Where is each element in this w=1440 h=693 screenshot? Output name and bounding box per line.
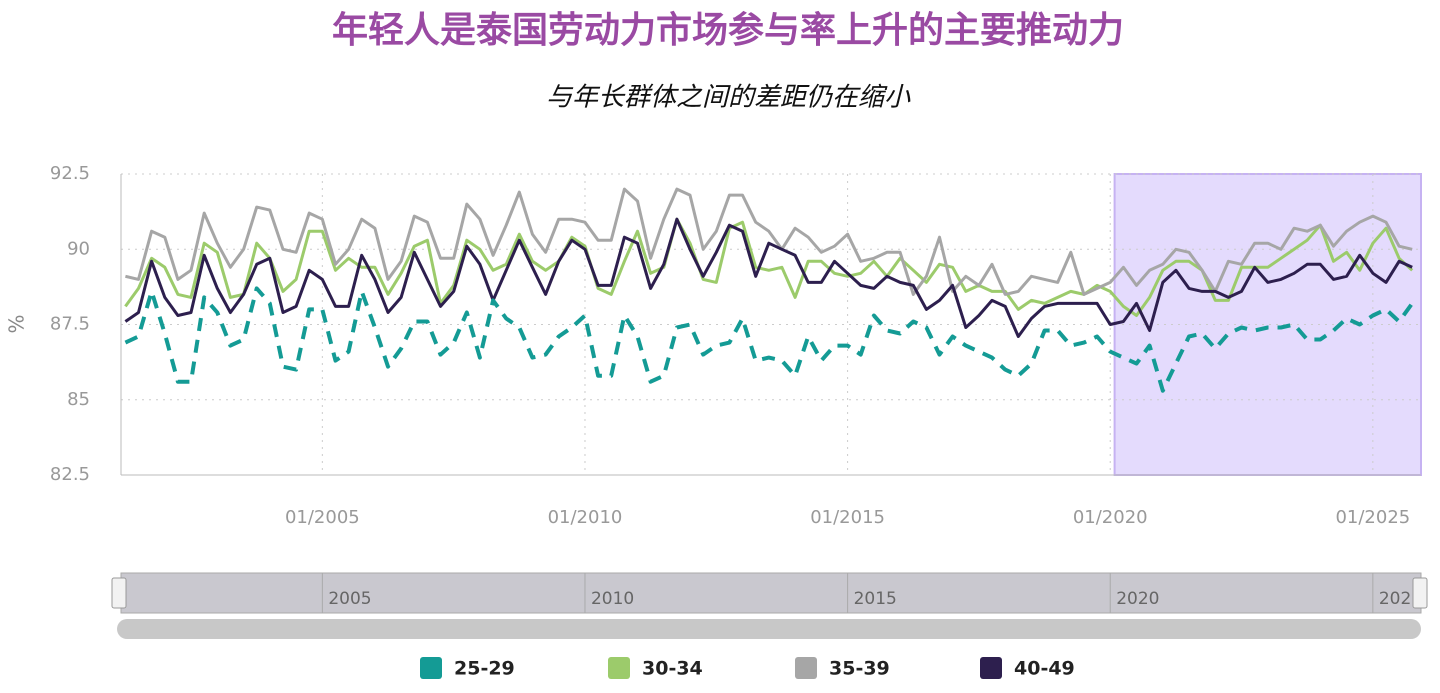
navigator-tick-label: 2015	[854, 589, 897, 609]
legend: 25-29 30-34 35-39 40-49	[420, 657, 1075, 680]
x-tick-label: 01/2015	[810, 507, 885, 528]
y-tick-label: 82.5	[50, 464, 90, 485]
navigator-tick-label: 2025	[1379, 589, 1422, 609]
legend-swatch	[795, 657, 817, 679]
series-line	[124, 217, 1414, 317]
scrollbar[interactable]	[117, 619, 1421, 639]
navigator-handle-right[interactable]	[1412, 577, 1428, 609]
legend-swatch	[980, 657, 1002, 679]
range-navigator[interactable]: 2005 2010 2015 2020 2025	[111, 572, 1428, 639]
navigator-ticks: 2005 2010 2015 2020 2025	[321, 573, 1422, 613]
x-tick-label: 01/2025	[1335, 507, 1410, 528]
navigator-handle-left[interactable]	[111, 577, 127, 609]
y-tick-label: 90	[67, 238, 90, 259]
chart-title: 年轻人是泰国劳动力市场参与率上升的主要推动力	[332, 10, 1124, 51]
series-line	[124, 217, 1413, 338]
navigator-tick-label: 2005	[328, 589, 371, 609]
plot-area: 82.5 85 87.5 90 92.5 01/2005 01/2010 01/2015 01/…	[50, 163, 1422, 528]
y-tick-label: 87.5	[50, 314, 90, 335]
y-axis-label: %	[5, 314, 29, 333]
navigator-track[interactable]	[120, 572, 1422, 614]
x-tick-label: 01/2005	[285, 507, 360, 528]
legend-label: 40-49	[1014, 658, 1075, 680]
legend-label: 35-39	[829, 658, 890, 680]
legend-label: 25-29	[454, 658, 515, 680]
legend-label: 30-34	[642, 658, 703, 680]
series-line	[124, 286, 1414, 393]
chart-subtitle: 与年长群体之间的差距仍在缩小	[546, 83, 911, 113]
legend-swatch	[420, 657, 442, 679]
x-tick-label: 01/2010	[548, 507, 623, 528]
series-line	[125, 187, 1413, 296]
navigator-tick-label: 2020	[1116, 589, 1159, 609]
legend-swatch	[608, 657, 630, 679]
y-tick-label: 92.5	[50, 163, 90, 184]
y-tick-label: 85	[67, 389, 90, 410]
x-tick-label: 01/2020	[1073, 507, 1148, 528]
navigator-tick-label: 2010	[591, 589, 634, 609]
